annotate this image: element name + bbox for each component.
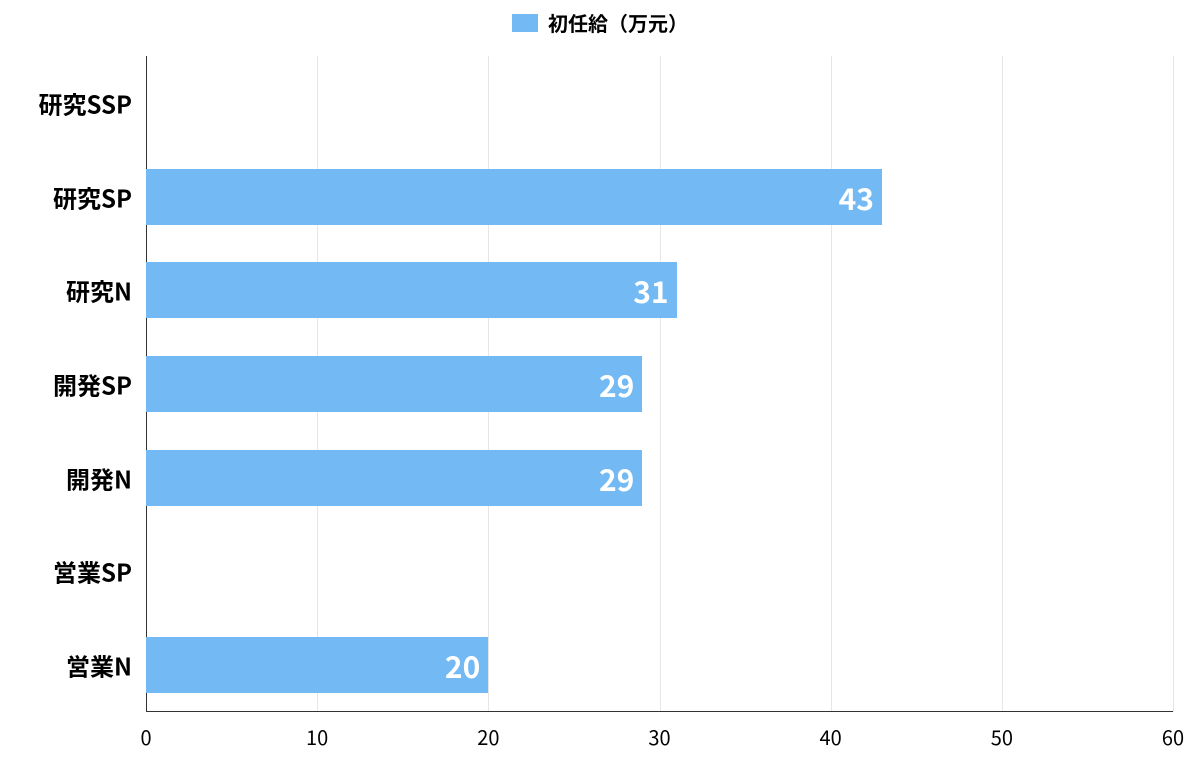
bar-row: 開発N29	[146, 450, 1173, 506]
bar-row: 研究N31	[146, 262, 1173, 318]
bar-row: 研究SP43	[146, 169, 1173, 225]
x-tick: 30	[648, 722, 670, 751]
bar-value: 29	[599, 362, 634, 406]
x-tick: 0	[140, 722, 151, 751]
bar-row: 営業N20	[146, 637, 1173, 693]
x-tick: 60	[1162, 722, 1184, 751]
legend-item: 初任給（万元）	[512, 8, 688, 37]
bar-row: 開発SP29	[146, 356, 1173, 412]
bar: 20	[146, 637, 488, 693]
category-label: 研究SP	[53, 179, 146, 214]
bar: 29	[146, 356, 642, 412]
gridline	[1173, 56, 1174, 712]
legend-swatch	[512, 14, 538, 32]
category-label: 営業N	[66, 648, 146, 683]
category-label: 営業SP	[53, 554, 146, 589]
x-axis-line	[146, 711, 1173, 712]
x-tick: 20	[477, 722, 499, 751]
category-label: 開発N	[66, 460, 146, 495]
category-label: 開発SP	[53, 366, 146, 401]
bar-value: 31	[633, 268, 668, 312]
legend: 初任給（万元）	[0, 8, 1200, 38]
x-tick: 50	[991, 722, 1013, 751]
bar-value: 29	[599, 456, 634, 500]
bar: 29	[146, 450, 642, 506]
legend-label: 初任給（万元）	[548, 8, 688, 37]
plot-area: 研究SSP 研究SP43 研究N31 開発SP29 開発N29 営業SP 営業N20	[146, 56, 1173, 712]
bar-row: 営業SP	[146, 543, 1173, 599]
category-label: 研究SSP	[38, 85, 146, 120]
x-tick: 10	[306, 722, 328, 751]
bar-value: 43	[839, 175, 874, 219]
x-tick: 40	[820, 722, 842, 751]
bar-value: 20	[445, 643, 480, 687]
category-label: 研究N	[66, 273, 146, 308]
bar-row: 研究SSP	[146, 75, 1173, 131]
bar: 31	[146, 262, 677, 318]
bar: 43	[146, 169, 882, 225]
salary-bar-chart: 初任給（万元） 研究SSP研究SP43研究N31開発SP29開発N29営業SP営…	[0, 0, 1200, 774]
